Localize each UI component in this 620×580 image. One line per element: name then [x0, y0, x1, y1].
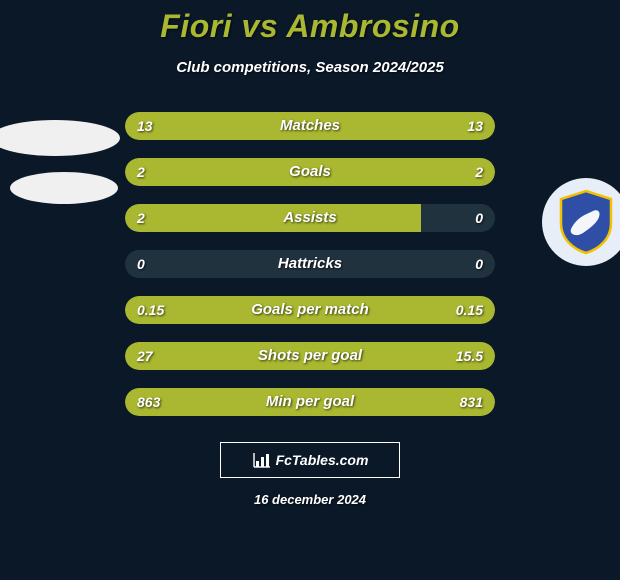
date-text: 16 december 2024	[0, 492, 620, 507]
branding-box: FcTables.com	[220, 442, 400, 478]
stat-row: 00Hattricks	[125, 250, 495, 278]
stat-row: 0.150.15Goals per match	[125, 296, 495, 324]
stat-label: Assists	[125, 204, 495, 232]
branding-text: FcTables.com	[276, 452, 369, 468]
stat-row: 863831Min per goal	[125, 388, 495, 416]
shield-icon	[557, 189, 615, 255]
stat-label: Goals	[125, 158, 495, 186]
stat-row: 1313Matches	[125, 112, 495, 140]
left-player-ellipse-2	[10, 172, 118, 204]
stats-container: 1313Matches 22Goals 20Assists 00Hattricks 0.…	[0, 112, 620, 416]
stat-row: 2715.5Shots per goal	[125, 342, 495, 370]
stat-label: Hattricks	[125, 250, 495, 278]
right-player-crest	[542, 178, 620, 266]
stat-label: Goals per match	[125, 296, 495, 324]
stat-label: Shots per goal	[125, 342, 495, 370]
chart-icon	[252, 451, 272, 469]
stat-row: 20Assists	[125, 204, 495, 232]
page-title: Fiori vs Ambrosino	[0, 0, 620, 45]
stat-row: 22Goals	[125, 158, 495, 186]
page-subtitle: Club competitions, Season 2024/2025	[0, 59, 620, 76]
stat-label: Matches	[125, 112, 495, 140]
stat-label: Min per goal	[125, 388, 495, 416]
